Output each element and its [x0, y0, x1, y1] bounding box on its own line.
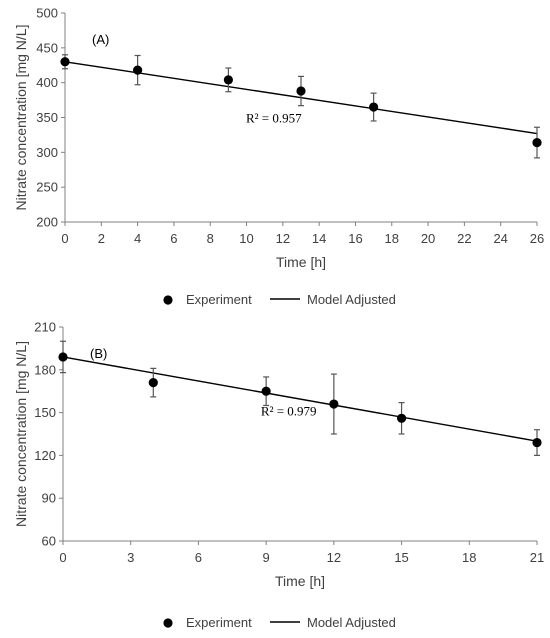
- legend: Experiment Model Adjusted: [163, 292, 396, 307]
- x-tick-label: 26: [530, 231, 544, 246]
- y-tick-label: 300: [36, 145, 58, 160]
- y-tick-label: 120: [34, 448, 56, 463]
- data-point: [396, 413, 407, 423]
- data-point: [261, 386, 271, 396]
- y-axis-title: Nitrate concentration [mg N/L]: [13, 25, 29, 211]
- legend-label-experiment: Experiment: [186, 615, 252, 630]
- y-axis-title: Nitrate concentration [mg N/L]: [13, 341, 29, 527]
- x-tick-label: 4: [134, 231, 141, 246]
- r-squared-annotation: R² = 0.979: [261, 403, 317, 418]
- x-tick-label: 15: [394, 550, 408, 565]
- data-point: [133, 65, 143, 75]
- data-point: [296, 86, 306, 96]
- y-tick-label: 210: [34, 320, 56, 335]
- y-tick-label: 250: [36, 180, 58, 195]
- x-tick-label: 18: [385, 231, 399, 246]
- data-point: [369, 102, 379, 112]
- legend: Experiment Model Adjusted: [163, 615, 396, 630]
- x-tick-label: 21: [530, 550, 544, 565]
- x-axis-title: Time [h]: [276, 254, 326, 270]
- y-tick-label: 500: [36, 6, 58, 21]
- legend-marker-experiment: [163, 295, 173, 305]
- legend-label-model: Model Adjusted: [307, 292, 396, 307]
- panel-label: (B): [90, 346, 107, 361]
- x-tick-label: 14: [312, 231, 326, 246]
- panel-label: (A): [92, 32, 109, 47]
- legend-label-model: Model Adjusted: [307, 615, 396, 630]
- r-squared-annotation: R² = 0.957: [246, 110, 302, 125]
- chart-panel-b: 60 90 120 150 180 210 0 3 6 9 12 15 18 21 Time [h] Nitr…: [13, 320, 544, 631]
- y-tick-label: 180: [34, 362, 56, 377]
- x-tick-label: 18: [462, 550, 476, 565]
- y-tick-label: 350: [36, 110, 58, 125]
- x-tick-label: 2: [98, 231, 105, 246]
- x-tick-label: 0: [61, 231, 68, 246]
- y-tick-label: 60: [42, 534, 56, 549]
- data-point: [148, 378, 158, 388]
- model-adjusted-line: [62, 356, 538, 442]
- y-tick-label: 200: [36, 215, 58, 230]
- legend-marker-experiment: [163, 618, 173, 628]
- x-tick-label: 22: [457, 231, 471, 246]
- y-tick-label: 400: [36, 75, 58, 90]
- data-point: [329, 399, 339, 409]
- x-tick-label: 24: [493, 231, 507, 246]
- data-point: [58, 352, 68, 362]
- x-axis-title: Time [h]: [275, 573, 325, 589]
- x-tick-label: 3: [127, 550, 134, 565]
- x-tick-label: 10: [239, 231, 253, 246]
- x-tick-label: 20: [421, 231, 435, 246]
- x-tick-label: 8: [207, 231, 214, 246]
- legend-label-experiment: Experiment: [186, 292, 252, 307]
- x-tick-label: 6: [195, 550, 202, 565]
- y-tick-label: 90: [42, 491, 56, 506]
- data-point: [223, 75, 233, 85]
- x-tick-label: 12: [276, 231, 290, 246]
- data-point: [60, 57, 70, 67]
- x-tick-label: 9: [263, 550, 270, 565]
- x-tick-label: 12: [327, 550, 341, 565]
- data-point: [532, 437, 542, 448]
- x-tick-label: 0: [59, 550, 66, 565]
- y-tick-label: 150: [34, 405, 56, 420]
- x-tick-label: 16: [348, 231, 362, 246]
- y-tick-label: 450: [36, 40, 58, 55]
- x-tick-label: 6: [170, 231, 177, 246]
- data-point: [532, 137, 542, 148]
